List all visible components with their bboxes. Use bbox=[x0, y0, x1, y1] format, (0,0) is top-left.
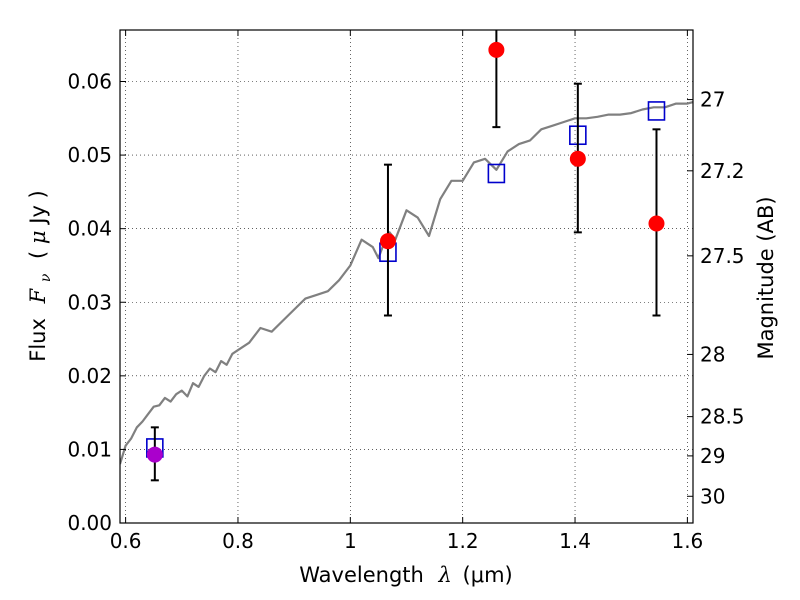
y-tick-label: 0.02 bbox=[67, 364, 112, 388]
x-tick-label: 0.6 bbox=[110, 529, 142, 553]
magnitude-tick-label: 29 bbox=[700, 444, 725, 468]
observed-flux-point bbox=[146, 446, 163, 463]
observed-flux-point bbox=[648, 215, 665, 232]
x-tick-label: 1.4 bbox=[559, 529, 591, 553]
x-axis-label-prefix: Wavelength bbox=[299, 563, 424, 587]
y-tick-label: 0.04 bbox=[67, 217, 112, 241]
x-tick-label: 0.8 bbox=[222, 529, 254, 553]
magnitude-tick-label: 27 bbox=[700, 88, 725, 112]
y-axis-label-symbol: F bbox=[26, 287, 50, 304]
ticks: 0.6 0.8 1 1.2 1.4 1.6 0.00 0.01 0.02 0.03 0.04 0.05… bbox=[67, 30, 745, 553]
x-tick-label: 1.6 bbox=[671, 529, 703, 553]
model-photometry-square bbox=[487, 163, 506, 184]
x-axis-label-symbol: λ bbox=[438, 563, 452, 587]
x-tick-label: 1.2 bbox=[447, 529, 479, 553]
y-axis-label-unit-open: ( bbox=[26, 244, 50, 259]
magnitude-tick-label: 27.2 bbox=[700, 159, 745, 183]
observed-flux-point bbox=[488, 41, 505, 58]
observed-flux-point bbox=[569, 150, 586, 167]
magnitude-tick-label: 27.5 bbox=[700, 244, 745, 268]
y-axis-label-mu: μ bbox=[26, 230, 50, 244]
y-tick-label: 0.01 bbox=[67, 437, 112, 461]
plot-series bbox=[120, 30, 693, 482]
y-axis-label-subscript: ν bbox=[38, 273, 54, 282]
model-photometry-square bbox=[647, 101, 666, 121]
y-tick-label: 0.06 bbox=[67, 70, 112, 94]
x-axis-label-unit: (μm) bbox=[463, 563, 513, 587]
y-axis-label-prefix: Flux bbox=[26, 318, 50, 362]
y-axis-label-unit: Jy ) bbox=[26, 190, 50, 226]
magnitude-tick-label: 30 bbox=[700, 484, 725, 508]
x-axis-label: Wavelength λ (μm) bbox=[299, 563, 512, 587]
plot-frame bbox=[119, 29, 694, 524]
observed-flux-point bbox=[379, 233, 396, 250]
magnitude-tick-label: 28.5 bbox=[700, 405, 745, 429]
y-tick-label: 0.00 bbox=[67, 511, 112, 535]
x-tick-label: 1 bbox=[344, 529, 357, 553]
magnitude-tick-label: 28 bbox=[700, 342, 725, 366]
y-tick-label: 0.05 bbox=[67, 143, 112, 167]
y-tick-label: 0.03 bbox=[67, 290, 112, 314]
y-axis-label: Flux F ν ( μ Jy ) bbox=[26, 190, 55, 362]
magnitude-axis-label: Magnitude (AB) bbox=[754, 196, 778, 359]
